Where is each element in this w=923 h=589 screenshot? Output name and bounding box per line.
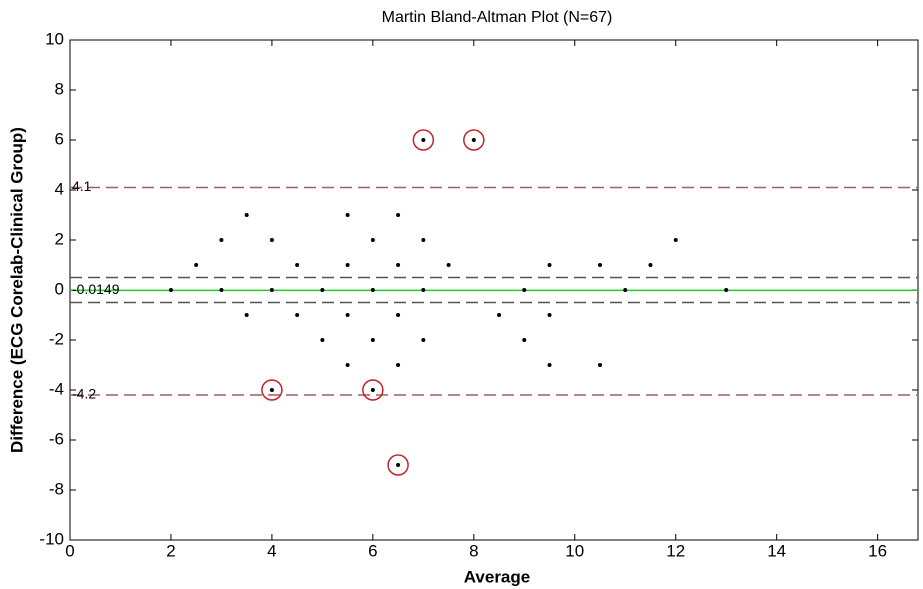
point [648,263,653,267]
reference-label: -4.2 [72,386,96,402]
point [522,288,527,292]
point [345,263,350,267]
reference-label: 4.1 [72,178,92,194]
y-tick-label: 2 [55,229,64,248]
point [269,288,274,292]
point [421,238,426,242]
point [370,388,375,392]
point [168,288,173,292]
point [320,288,325,292]
point [673,238,678,242]
point [623,288,628,292]
outlier-ring [261,379,283,401]
outlier-ring [412,129,435,151]
chart-title: Martin Bland-Altman Plot (N=67) [382,9,613,26]
point [320,338,325,342]
point [396,363,401,367]
y-tick-label: 10 [45,29,64,48]
y-tick-label: 8 [55,79,64,98]
point [396,463,401,467]
point [219,288,224,292]
outlier-ring [387,454,409,476]
point [421,338,426,342]
point [295,313,300,317]
point [370,338,375,342]
x-tick-label: 12 [666,541,685,560]
point [421,138,426,142]
point [547,363,552,367]
reference-label: -0.0149 [72,281,120,297]
point [269,388,274,392]
outlier-ring [463,129,485,151]
point [396,263,401,267]
x-tick-label: 14 [767,541,786,560]
point [345,213,350,217]
y-tick-label: -8 [49,479,64,498]
point [497,313,502,317]
y-tick-label: 6 [55,129,64,148]
point [547,313,552,317]
point [194,263,199,267]
y-tick-label: 0 [55,279,64,298]
x-tick-label: 2 [166,541,175,560]
y-tick-label: -2 [49,329,64,348]
x-tick-label: 0 [65,541,74,560]
y-tick-label: -10 [39,529,64,548]
point [345,313,350,317]
point [370,238,375,242]
point [547,263,552,267]
outlier-ring [362,379,384,401]
point [396,313,401,317]
point [219,238,224,242]
point [471,138,476,142]
x-tick-label: 10 [565,541,584,560]
y-tick-label: -6 [49,429,64,448]
x-tick-label: 8 [469,541,478,560]
point [295,263,300,267]
x-tick-label: 4 [267,541,276,560]
y-tick-label: 4 [55,179,64,198]
y-axis-label: Difference (ECG Corelab-Clinical Group) [7,127,26,453]
point [598,363,602,367]
point [724,288,729,292]
point [345,363,350,367]
point [244,213,249,217]
point [421,288,426,292]
point [446,263,451,267]
x-axis-label: Average [464,567,530,586]
y-tick-label: -4 [49,379,64,398]
point [598,263,602,267]
x-tick-label: 6 [368,541,377,560]
x-tick-label: 16 [868,541,887,560]
point [269,238,274,242]
point [244,313,249,317]
point [370,288,375,292]
point [522,338,527,342]
point [396,213,401,217]
